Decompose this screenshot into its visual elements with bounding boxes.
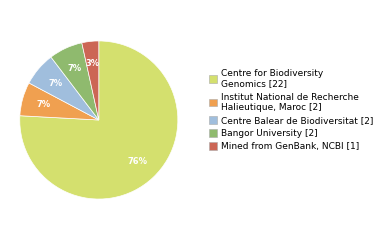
Wedge shape xyxy=(29,57,99,120)
Legend: Centre for Biodiversity
Genomics [22], Institut National de Recherche
Halieutiqu: Centre for Biodiversity Genomics [22], I… xyxy=(206,66,377,154)
Wedge shape xyxy=(20,41,178,199)
Text: 7%: 7% xyxy=(37,100,51,109)
Wedge shape xyxy=(51,43,99,120)
Wedge shape xyxy=(82,41,99,120)
Text: 7%: 7% xyxy=(48,79,62,88)
Wedge shape xyxy=(20,83,99,120)
Text: 76%: 76% xyxy=(128,157,148,166)
Text: 3%: 3% xyxy=(86,59,100,68)
Text: 7%: 7% xyxy=(68,64,82,73)
